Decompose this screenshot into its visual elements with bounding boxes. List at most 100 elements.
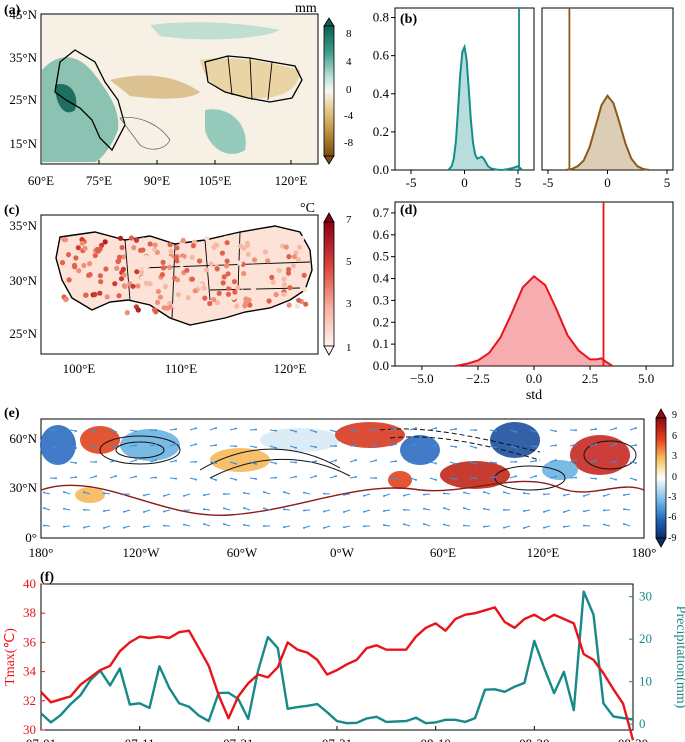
panel-e-wind-arrow <box>329 475 337 479</box>
panel-e-wind-arrow-head <box>275 429 277 432</box>
panel-c-station-dot <box>174 277 181 283</box>
panel-e-wind-arrow-head <box>303 491 305 494</box>
panel-e-cbar-tick: 6 <box>672 431 677 442</box>
panel-e-wind-arrow <box>183 493 191 497</box>
panel-e-wind-arrow <box>283 491 291 495</box>
panel-e-wind-arrow <box>249 428 257 431</box>
panel-e-wind-arrow <box>309 460 317 463</box>
panel-c-station-dot <box>112 281 118 287</box>
panel-c-station-dot <box>276 267 282 273</box>
panel-e-wind-arrow-head <box>155 443 157 446</box>
panel-e-wind-arrow-head <box>363 510 365 513</box>
panel-d-ytick-label: 0.1 <box>373 336 389 351</box>
panel-c-station-dot <box>174 258 180 264</box>
panel-e-wind-arrow-head <box>475 462 477 465</box>
panel-e-wind-arrow <box>423 508 431 511</box>
panel-e-wind-arrow <box>229 461 237 465</box>
panel-e-wind-arrow-head <box>343 493 345 496</box>
panel-f-label: (f) <box>40 570 54 585</box>
panel-c-station-dot <box>147 281 153 287</box>
panel-e-wind-arrow-head <box>83 491 85 494</box>
panel-e-wind-arrow <box>69 429 77 432</box>
panel-e-wind-arrow <box>483 525 491 528</box>
panel-a-ytick-label: 15°N <box>9 136 37 151</box>
panel-e-wind-arrow <box>589 460 597 463</box>
panel-e-wind-arrow-head <box>503 508 505 511</box>
panel-a-xtick-label: 75°E <box>86 173 112 188</box>
panel-e-wind-arrow-head <box>135 475 137 478</box>
panel-c-station-dot <box>124 310 130 316</box>
panel-e-wind-arrow <box>189 443 197 447</box>
panel-e-wind-arrow-head <box>475 477 477 480</box>
panel-f-xtick-label: 07-01 <box>26 736 56 742</box>
panel-e-wind-arrow-head <box>515 460 517 463</box>
panel-e-contour <box>209 458 351 479</box>
panel-e-wind-arrow <box>269 429 277 432</box>
panel-a-cbar-tick: 4 <box>346 56 352 68</box>
panel-c-station-dot <box>281 276 287 282</box>
panel-c-station-dot <box>250 289 256 295</box>
panel-e-wind-arrow <box>523 492 531 495</box>
panel-c-station-dot <box>219 250 225 256</box>
panel-e-wind-arrow <box>429 427 437 431</box>
panel-e-wind-arrow <box>523 509 531 512</box>
panel-c-station-dot <box>135 307 141 313</box>
panel-c-station-dot <box>179 242 185 248</box>
panel-a-north-wet <box>150 22 280 40</box>
panel-e-xtick-label: 120°E <box>527 545 560 560</box>
panel-e-wind-arrow-head <box>43 491 45 494</box>
panel-c-station-dot <box>152 247 158 253</box>
panel-e-wind-arrow-head <box>223 523 225 526</box>
panel-c-station-dot <box>286 266 292 273</box>
panel-c-cbar-tick: 1 <box>346 342 352 354</box>
panel-e-wind-arrow-head <box>183 523 185 526</box>
panel-e-wind-arrow <box>229 477 237 481</box>
panel-c-station-dot <box>147 241 153 247</box>
panel-e-wind-arrow <box>463 507 471 511</box>
panel-c-station-dot <box>290 263 297 269</box>
panel-e-wind-arrow-head <box>635 478 637 481</box>
panel-e-wind-arrow <box>523 525 531 529</box>
panel-c-station-dot <box>155 299 161 305</box>
panel-e-wind-arrow <box>469 445 477 449</box>
panel-e-wind-arrow <box>483 491 491 495</box>
panel-e-wind-arrow-head <box>203 508 205 511</box>
panel-a-colorbar: 8 4 0 -4 -8 <box>323 17 354 165</box>
panel-e-yticks: 60°N 30°N 0° <box>9 431 37 545</box>
panel-e-wind-arrow-head <box>195 427 197 430</box>
panel-e-wind-arrow <box>589 477 597 480</box>
panel-e-wind-arrow <box>283 525 291 528</box>
panel-e-wind-arrow <box>369 443 377 447</box>
panel-e-wind-arrow <box>349 476 357 479</box>
panel-e-wind-arrow <box>449 445 457 448</box>
panel-d-ytick-label: 0.2 <box>373 314 389 329</box>
panel-c-station-dot <box>130 283 136 289</box>
panel-c-cbar-tick: 3 <box>346 298 352 310</box>
panel-e-wind-arrow <box>629 461 637 464</box>
panel-c-cbar-tick: 5 <box>346 256 352 268</box>
panel-c-station-dot <box>302 286 308 292</box>
panel-e-wind-arrow <box>509 429 517 433</box>
panel-e-wind-arrow <box>143 509 151 513</box>
panel-e-wind-arrow-head <box>623 523 625 526</box>
panel-e-wind-arrow <box>549 475 557 479</box>
panel-e-wind-arrow <box>403 523 411 527</box>
panel-e-wind-arrow-head <box>395 478 397 481</box>
panel-c-station-dot <box>179 279 185 285</box>
panel-f-right-ytick-label: 0 <box>639 716 646 731</box>
panel-e-wind-arrow-head <box>75 462 77 465</box>
panel-f-right-ytick-label: 30 <box>639 589 652 604</box>
panel-c-station-dot <box>197 258 203 264</box>
panel-e-wind-arrow-head <box>583 524 585 527</box>
panel-e-wind-arrow-head <box>295 430 297 433</box>
panel-c-station-dot <box>157 294 163 300</box>
panel-e-wind-arrow-head <box>503 491 505 494</box>
panel-e-contour <box>494 465 566 491</box>
panel-c-station-dot <box>73 255 79 261</box>
panel-c-station-dot <box>118 276 125 282</box>
panel-c-station-dot <box>235 285 241 291</box>
panel-e-wind-arrow-head <box>355 443 357 446</box>
panel-c-station-dot <box>281 282 287 288</box>
panel-f-left-ytick-label: 32 <box>23 693 36 708</box>
panel-e-wind-arrow <box>509 475 517 479</box>
